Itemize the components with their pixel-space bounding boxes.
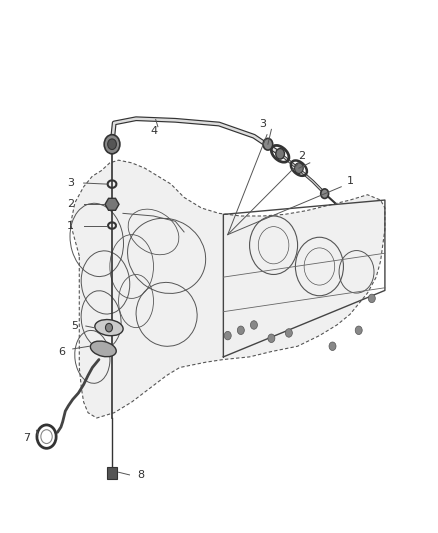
Text: 3: 3: [67, 178, 74, 188]
Text: 1: 1: [346, 176, 353, 187]
Text: 5: 5: [71, 321, 78, 331]
Circle shape: [368, 294, 375, 303]
Circle shape: [251, 321, 258, 329]
Circle shape: [108, 139, 117, 150]
Text: 3: 3: [259, 119, 266, 129]
Circle shape: [294, 163, 303, 173]
Text: 7: 7: [23, 433, 31, 443]
Circle shape: [263, 139, 273, 150]
Ellipse shape: [95, 320, 123, 336]
FancyBboxPatch shape: [107, 467, 117, 479]
Circle shape: [41, 430, 52, 443]
Text: 1: 1: [67, 221, 74, 231]
Circle shape: [224, 332, 231, 340]
Circle shape: [268, 334, 275, 343]
Text: 4: 4: [150, 126, 157, 136]
Text: 6: 6: [58, 346, 65, 357]
Polygon shape: [71, 160, 385, 418]
Circle shape: [355, 326, 362, 335]
Circle shape: [237, 326, 244, 335]
Circle shape: [321, 189, 328, 198]
Polygon shape: [105, 198, 119, 211]
Circle shape: [329, 342, 336, 351]
Circle shape: [37, 425, 56, 448]
Circle shape: [104, 135, 120, 154]
Circle shape: [106, 324, 113, 332]
Text: 2: 2: [67, 199, 74, 209]
Ellipse shape: [90, 341, 116, 357]
Text: 2: 2: [298, 151, 306, 161]
Circle shape: [276, 149, 285, 159]
Circle shape: [286, 329, 292, 337]
Text: 8: 8: [137, 470, 144, 480]
